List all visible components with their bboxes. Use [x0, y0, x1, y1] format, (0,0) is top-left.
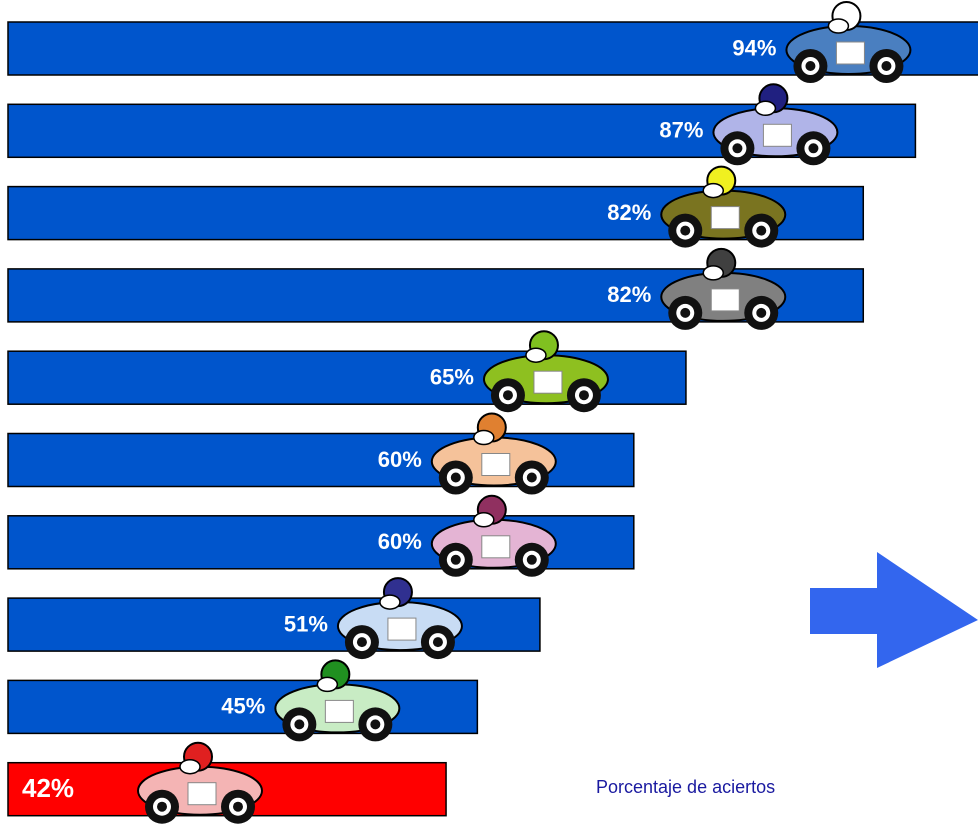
- wheel-cap: [732, 143, 742, 153]
- flag: [188, 783, 216, 805]
- car: [138, 743, 262, 824]
- driver-face: [526, 348, 546, 362]
- flag: [711, 207, 739, 229]
- wheel-cap: [370, 719, 380, 729]
- driver-face: [703, 266, 723, 280]
- flag: [388, 618, 416, 640]
- car: [661, 249, 785, 330]
- driver-face: [474, 513, 494, 527]
- driver-face: [180, 760, 200, 774]
- value-label: 60%: [378, 447, 422, 472]
- value-label: 94%: [732, 35, 776, 60]
- driver-face: [703, 184, 723, 198]
- wheel-cap: [756, 308, 766, 318]
- wheel-cap: [451, 555, 461, 565]
- wheel-cap: [579, 390, 589, 400]
- value-label: 65%: [430, 365, 474, 390]
- flag: [482, 454, 510, 476]
- wheel-cap: [451, 473, 461, 483]
- driver-face: [828, 19, 848, 33]
- flag: [325, 700, 353, 722]
- value-label: 82%: [607, 200, 651, 225]
- value-label: 60%: [378, 529, 422, 554]
- car: [338, 578, 462, 659]
- wheel-cap: [680, 308, 690, 318]
- value-label: 42%: [22, 773, 74, 803]
- wheel-cap: [233, 802, 243, 812]
- value-label: 51%: [284, 611, 328, 636]
- wheel-cap: [503, 390, 513, 400]
- driver-face: [380, 595, 400, 609]
- car: [484, 331, 608, 412]
- wheel-cap: [294, 719, 304, 729]
- driver-face: [755, 101, 775, 115]
- driver-face: [317, 677, 337, 691]
- car: [661, 167, 785, 248]
- flag: [534, 371, 562, 393]
- value-label: 45%: [221, 694, 265, 719]
- annotation: Porcentaje de aciertos: [596, 777, 775, 797]
- wheel-cap: [157, 802, 167, 812]
- wheel-cap: [527, 555, 537, 565]
- wheel-cap: [756, 226, 766, 236]
- wheel-cap: [680, 226, 690, 236]
- car: [786, 2, 910, 83]
- wheel-cap: [433, 637, 443, 647]
- value-label: 82%: [607, 282, 651, 307]
- wheel-cap: [527, 473, 537, 483]
- wheel-cap: [357, 637, 367, 647]
- driver-face: [474, 431, 494, 445]
- flag: [763, 124, 791, 146]
- car: [432, 414, 556, 495]
- flag: [711, 289, 739, 311]
- wheel-cap: [805, 61, 815, 71]
- flag: [482, 536, 510, 558]
- car: [432, 496, 556, 577]
- arrow: [810, 552, 978, 668]
- car: [275, 660, 399, 741]
- car: [713, 84, 837, 165]
- wheel-cap: [808, 143, 818, 153]
- chart: Porcentaje de aciertos 94% 87% 82% 82% 65% 60…: [0, 0, 978, 836]
- flag: [836, 42, 864, 64]
- value-label: 87%: [659, 118, 703, 143]
- wheel-cap: [881, 61, 891, 71]
